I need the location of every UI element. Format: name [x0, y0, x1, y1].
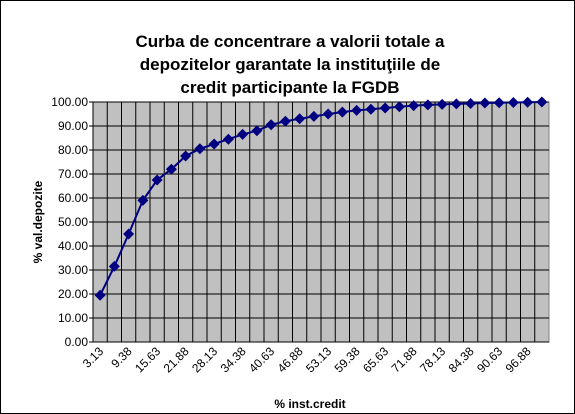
marker — [365, 103, 377, 115]
x-axis-label: % inst.credit — [274, 397, 345, 411]
marker — [222, 133, 234, 145]
marker — [465, 97, 477, 109]
marker — [536, 96, 548, 108]
marker — [237, 128, 249, 140]
marker — [436, 98, 448, 110]
y-tick-label: 10.00 — [58, 311, 88, 325]
marker — [493, 97, 505, 109]
y-tick-label: 90.00 — [58, 119, 88, 133]
y-tick-label: 60.00 — [58, 191, 88, 205]
marker — [294, 113, 306, 125]
marker — [151, 174, 163, 186]
marker — [351, 104, 363, 116]
marker — [479, 97, 491, 109]
y-tick-label: 80.00 — [58, 143, 88, 157]
marker — [279, 115, 291, 127]
marker — [308, 110, 320, 122]
marker — [522, 96, 534, 108]
marker — [108, 260, 120, 272]
y-tick-label: 30.00 — [58, 263, 88, 277]
y-tick-label: 100.00 — [51, 95, 88, 109]
y-axis-label: % val.depozite — [31, 180, 45, 263]
marker — [507, 96, 519, 108]
marker — [322, 108, 334, 120]
marker — [265, 119, 277, 131]
chart-title: credit participante la FGDB — [180, 78, 399, 97]
y-tick-label: 40.00 — [58, 239, 88, 253]
marker — [450, 98, 462, 110]
marker — [165, 163, 177, 175]
marker — [94, 289, 106, 301]
marker — [336, 106, 348, 118]
marker — [393, 101, 405, 113]
marker — [379, 102, 391, 114]
marker — [408, 100, 420, 112]
marker — [123, 228, 135, 240]
marker — [137, 194, 149, 206]
chart-title: depozitelor garantate la instituţiile de — [140, 55, 440, 74]
y-tick-label: 50.00 — [58, 215, 88, 229]
chart-title: Curba de concentrare a valorii totale a — [136, 32, 445, 51]
y-tick-label: 70.00 — [58, 167, 88, 181]
y-tick-label: 20.00 — [58, 287, 88, 301]
marker — [251, 125, 263, 137]
marker — [208, 138, 220, 150]
marker — [422, 99, 434, 111]
marker — [180, 150, 192, 162]
marker — [194, 143, 206, 155]
y-tick-label: 0.00 — [65, 335, 89, 349]
